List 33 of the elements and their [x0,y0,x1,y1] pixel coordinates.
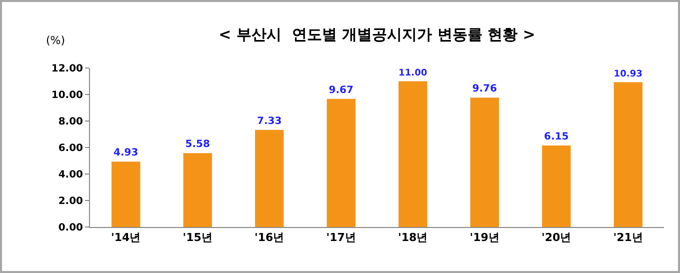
y-tick-label: 12.00 [51,64,84,74]
y-tick-label: 4.00 [58,170,84,180]
data-label: 11.00 [398,68,428,79]
data-label: 5.58 [185,139,210,150]
data-label: 7.33 [257,116,282,127]
x-tick-label: '18년 [398,231,428,244]
x-tick-label: '17년 [326,231,356,244]
y-tick-label: 0.00 [58,222,84,234]
y-axis-title: (%) [46,34,66,47]
x-tick-label: '16년 [254,231,284,244]
data-label: 10.93 [614,69,642,80]
x-tick-label: '19년 [470,231,500,244]
bar [470,98,499,227]
y-tick-label: 6.00 [58,143,84,154]
data-label: 9.67 [328,84,354,96]
x-tick-label: '15년 [182,231,212,244]
x-tick-label: '14년 [111,231,141,244]
bar [255,130,284,227]
x-tick-label: '21년 [613,231,643,244]
data-label: 4.93 [114,148,138,159]
data-label: 9.76 [472,84,497,95]
chart-title: < 부산시 연도별 개별공시지가 변동률 현황 > [218,26,536,44]
bar [326,98,356,227]
bar [614,82,642,227]
data-label: 6.15 [544,132,569,143]
y-tick-label: 2.00 [58,196,84,207]
bar [542,146,571,227]
bar [183,153,212,227]
y-tick-label: 10.00 [51,90,84,101]
bar [398,81,428,227]
bar [112,162,140,227]
y-tick-label: 8.00 [58,116,84,128]
x-tick-label: '20년 [542,231,572,244]
